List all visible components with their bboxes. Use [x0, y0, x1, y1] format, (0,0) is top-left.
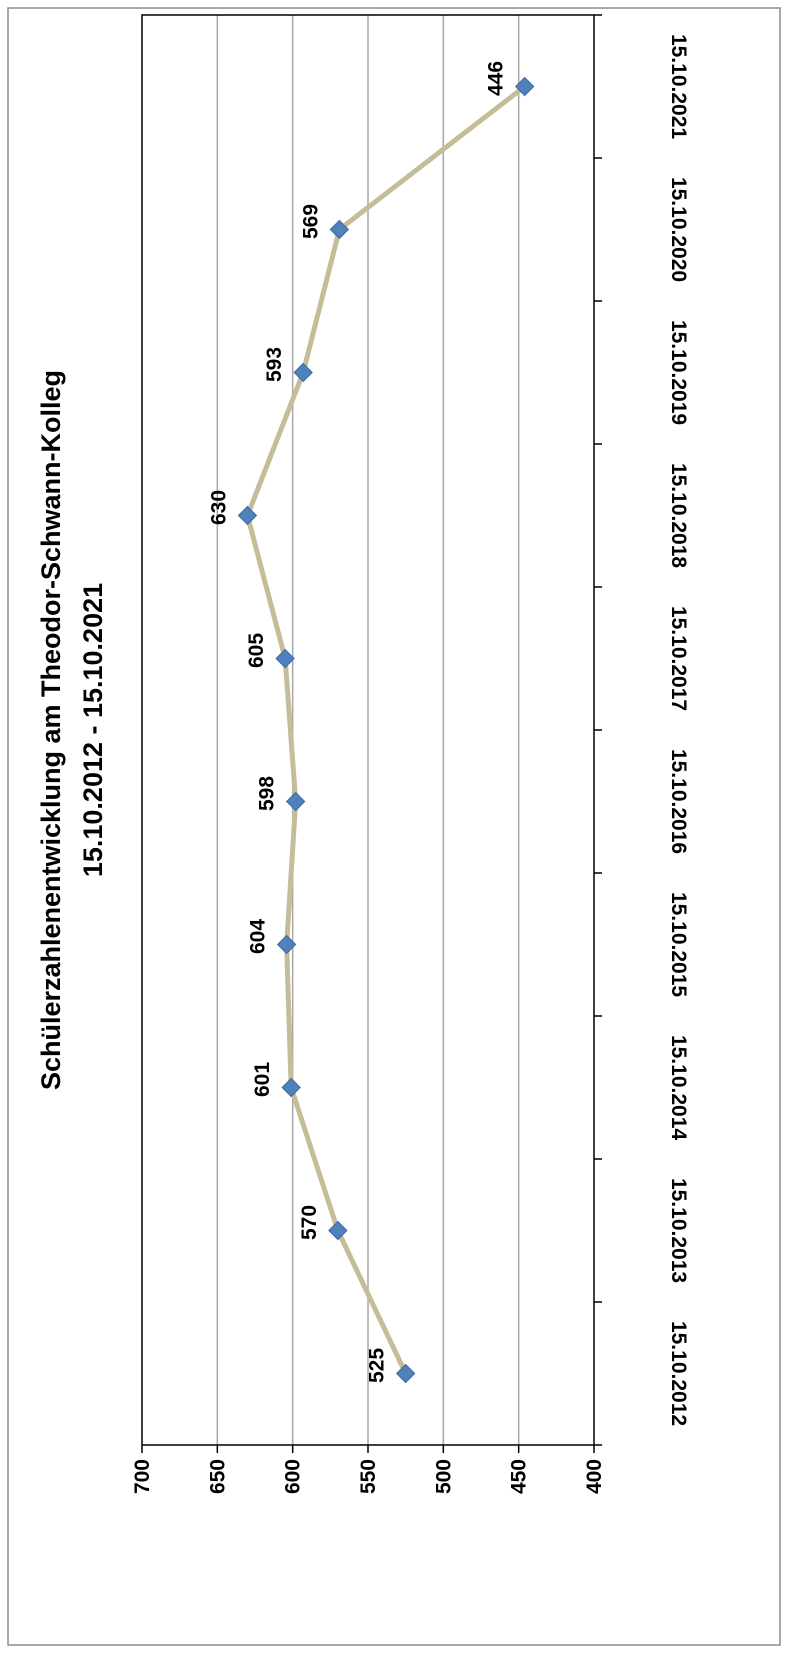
x-tick-label: 15.10.2021: [667, 34, 690, 139]
y-tick-label: 500: [432, 1459, 455, 1494]
x-tick-label: 15.10.2020: [667, 177, 690, 282]
data-point: [275, 648, 295, 669]
y-tick-label: 650: [206, 1459, 229, 1494]
chart-area-border: [7, 7, 781, 1646]
data-point: [281, 1077, 301, 1098]
data-point: [237, 505, 258, 526]
data-label: 525: [366, 1348, 389, 1383]
data-label: 570: [298, 1205, 321, 1240]
x-tick-label: 15.10.2019: [667, 320, 690, 425]
chart-subtitle: 15.10.2012 - 15.10.2021: [78, 583, 108, 877]
data-point: [514, 76, 535, 97]
data-label: 630: [207, 490, 230, 525]
y-tick-label: 700: [131, 1459, 154, 1494]
x-tick-label: 15.10.2012: [667, 1321, 690, 1426]
data-label: 604: [247, 919, 270, 954]
data-label: 605: [245, 633, 268, 668]
series-polyline: [244, 84, 527, 1375]
x-tick-label: 15.10.2017: [667, 606, 690, 711]
data-label: 593: [263, 347, 286, 382]
chart-titles: Schülerzahlenentwicklung am Theodor-Schw…: [36, 370, 108, 1090]
y-tick-label: 600: [282, 1459, 305, 1494]
series-line: [244, 84, 527, 1375]
y-tick-label: 400: [583, 1459, 606, 1494]
x-tick-label: 15.10.2014: [667, 1035, 690, 1140]
data-point: [285, 791, 306, 812]
data-label: 446: [485, 61, 508, 96]
data-label: 569: [299, 204, 322, 239]
series-markers: [237, 76, 535, 1384]
y-axis-tick-labels: 700 650 600 550 500 450 400: [131, 1459, 606, 1494]
y-tick-label: 550: [357, 1459, 380, 1494]
data-point: [293, 362, 313, 383]
x-tick-label: 15.10.2016: [667, 749, 690, 854]
x-tick-label: 15.10.2015: [667, 892, 690, 997]
data-label: 601: [251, 1062, 274, 1097]
data-labels: 525 570 601 604 598 605 630 593 569 446: [207, 61, 507, 1383]
y-tick-label: 450: [508, 1459, 531, 1494]
chart-title: Schülerzahlenentwicklung am Theodor-Schw…: [36, 370, 66, 1090]
data-point: [395, 1363, 416, 1384]
gridlines: [216, 15, 520, 1445]
data-point: [328, 1220, 348, 1241]
axes: [141, 14, 602, 1453]
x-tick-label: 15.10.2018: [667, 463, 690, 568]
data-label: 598: [256, 776, 279, 811]
x-axis-tick-labels: 15.10.2012 15.10.2013 15.10.2014 15.10.2015…: [667, 34, 690, 1426]
data-point: [276, 934, 297, 955]
data-point: [329, 219, 350, 240]
x-tick-label: 15.10.2013: [667, 1178, 690, 1283]
